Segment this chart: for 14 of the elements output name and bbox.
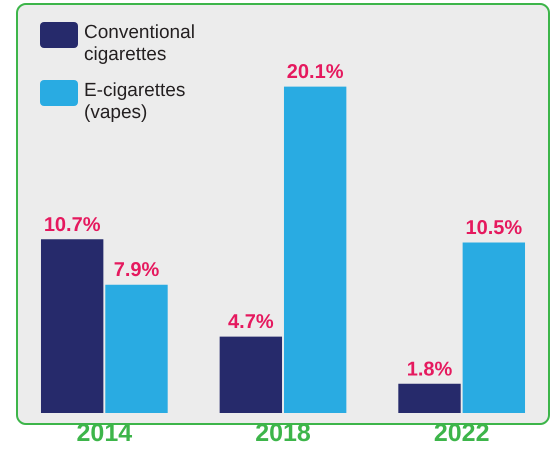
- bar: [220, 336, 282, 413]
- data-label: 10.7%: [44, 214, 101, 236]
- bar: [105, 284, 168, 413]
- bar: [462, 242, 526, 413]
- data-label: 7.9%: [114, 259, 160, 282]
- data-label: 20.1%: [286, 61, 344, 84]
- legend-label: Conventional cigarettes: [84, 22, 196, 66]
- data-label: 4.7%: [228, 311, 274, 334]
- legend-label: E-cigarettes (vapes): [84, 80, 186, 124]
- bar: [398, 384, 461, 413]
- bar: [284, 86, 346, 413]
- bar: [40, 239, 104, 413]
- data-label: 1.8%: [406, 358, 453, 380]
- data-label: 10.5%: [465, 217, 522, 240]
